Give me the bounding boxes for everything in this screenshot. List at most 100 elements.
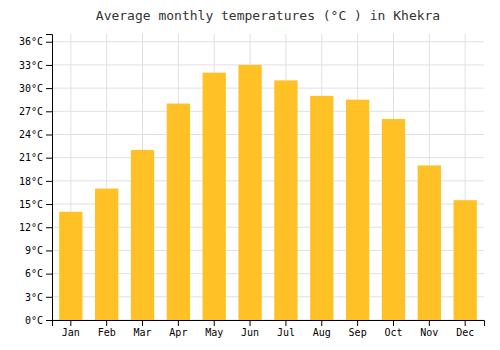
plot: 0°C 3°C 6°C 9°C 12°C 15°C 18°C 21°C 24°C 27°C 30°C… — [19, 34, 485, 338]
tick-label: 33°C — [19, 60, 43, 71]
grid — [52, 34, 484, 320]
bar — [418, 165, 441, 320]
title: Average monthly temperatures (°C ) in Kh… — [96, 8, 440, 23]
x-axis: Jan Feb Mar Apr May Jun Jul Aug Sep Oct Nov Dec — [53, 320, 485, 338]
grid-line-y — [52, 111, 484, 112]
tick: Sep — [349, 320, 367, 338]
tick-label: Jun — [241, 327, 259, 338]
tick: 12°C — [19, 222, 52, 233]
tick-mark — [178, 320, 179, 326]
bar — [95, 189, 118, 320]
tick-mark — [46, 134, 52, 135]
tick-mark — [106, 320, 107, 326]
tick: Dec — [456, 320, 474, 338]
tick: 36°C — [19, 36, 52, 47]
bar — [382, 119, 405, 320]
tick-label: Sep — [349, 327, 367, 338]
tick-mark — [357, 320, 358, 326]
tick: 15°C — [19, 199, 52, 210]
tick: 27°C — [19, 106, 52, 117]
grid-line-y — [52, 134, 484, 135]
tick-mark — [429, 320, 430, 326]
tick-label: 6°C — [25, 268, 43, 279]
y-axis: 0°C 3°C 6°C 9°C 12°C 15°C 18°C 21°C 24°C 27°C 30°C… — [19, 35, 53, 326]
tick-mark — [465, 320, 466, 326]
tick-mark — [46, 42, 52, 43]
tick: 9°C — [25, 245, 52, 256]
tick: 21°C — [19, 152, 52, 163]
tick-label: 24°C — [19, 129, 43, 140]
tick-mark — [46, 204, 52, 205]
tick-label: Oct — [384, 327, 402, 338]
tick-mark — [46, 158, 52, 159]
tick-label: May — [205, 327, 223, 338]
tick-mark — [46, 111, 52, 112]
tick: 0°C — [25, 315, 52, 326]
bar — [131, 150, 154, 320]
grid-line-y — [52, 41, 484, 42]
tick-label: 36°C — [19, 36, 43, 47]
tick-mark — [142, 320, 143, 326]
bars — [59, 65, 477, 320]
bar — [203, 73, 226, 320]
tick-label: Aug — [313, 327, 331, 338]
bar — [167, 104, 190, 320]
tick-mark — [46, 65, 52, 66]
tick-label: 21°C — [19, 152, 43, 163]
tick-mark — [46, 88, 52, 89]
tick: Aug — [313, 320, 331, 338]
tick-mark — [214, 320, 215, 326]
bar — [454, 200, 477, 320]
tick-label: Apr — [169, 327, 187, 338]
tick-mark — [70, 320, 71, 326]
grid-line-y — [52, 64, 484, 65]
tick: Feb — [98, 320, 116, 338]
tick: 33°C — [19, 60, 52, 71]
bar — [238, 65, 261, 320]
bar — [310, 96, 333, 320]
tick-mark — [46, 274, 52, 275]
tick-label: 15°C — [19, 199, 43, 210]
tick-label: Feb — [98, 327, 116, 338]
grid-line-y — [52, 157, 484, 158]
tick: May — [205, 320, 223, 338]
tick-label: 30°C — [19, 83, 43, 94]
axis-line — [53, 321, 485, 327]
bar — [274, 80, 297, 320]
tick: 18°C — [19, 176, 52, 187]
tick: Jan — [62, 320, 80, 338]
tick-mark — [46, 320, 52, 321]
tick: 3°C — [25, 292, 52, 303]
tick-mark — [393, 320, 394, 326]
tick-label: Nov — [420, 327, 438, 338]
tick-mark — [46, 250, 52, 251]
tick-mark — [46, 227, 52, 228]
tick-label: 12°C — [19, 222, 43, 233]
tick-label: 27°C — [19, 106, 43, 117]
tick-label: Dec — [456, 327, 474, 338]
axis-line — [46, 35, 53, 321]
bar — [59, 212, 82, 320]
tick-label: 9°C — [25, 245, 43, 256]
tick-label: 18°C — [19, 176, 43, 187]
tick: Nov — [420, 320, 438, 338]
tick-mark — [285, 320, 286, 326]
tick: Apr — [169, 320, 187, 338]
tick-label: 3°C — [25, 292, 43, 303]
tick: Jul — [277, 320, 295, 338]
tick-label: Jan — [62, 327, 80, 338]
tick-label: 0°C — [25, 315, 43, 326]
tick: 6°C — [25, 268, 52, 279]
tick-mark — [46, 181, 52, 182]
tick-mark — [46, 297, 52, 298]
chart: 0°C 3°C 6°C 9°C 12°C 15°C 18°C 21°C 24°C 27°C 30°C… — [0, 0, 500, 350]
tick-mark — [321, 320, 322, 326]
bar — [346, 100, 369, 320]
tick: 24°C — [19, 129, 52, 140]
tick-mark — [250, 320, 251, 326]
tick: Oct — [384, 320, 402, 338]
tick-label: Jul — [277, 327, 295, 338]
tick-label: Mar — [133, 327, 151, 338]
tick: 30°C — [19, 83, 52, 94]
tick: Mar — [133, 320, 151, 338]
